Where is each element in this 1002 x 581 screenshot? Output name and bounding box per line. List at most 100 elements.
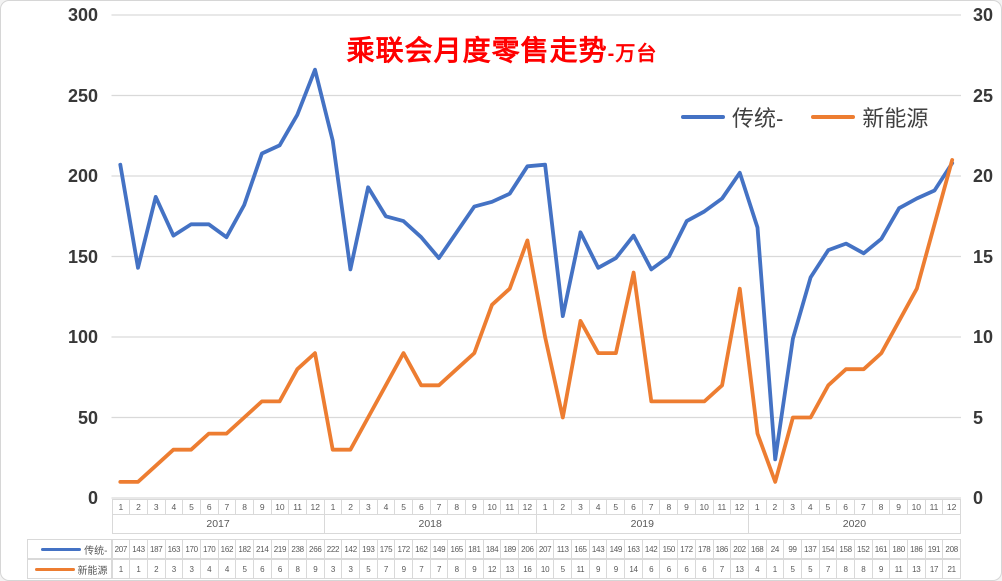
y-axis-left-tick: 0 — [87, 488, 98, 508]
y-axis-right-tick: 20 — [973, 166, 994, 186]
series-line-0[interactable] — [118, 67, 955, 462]
month-header-cell: 1 — [748, 499, 767, 515]
table-values-row-1: 1 1 2 3 3 4 4 5 6 6 8 9 3 3 5 7 9 7 7 8 9 12 13 16 10 5 11 9 9 14 6 6 6 6… — [111, 559, 961, 579]
table-series-key-line — [41, 547, 82, 551]
table-value-cell: 6 — [253, 559, 272, 579]
table-value-cell: 21 — [943, 559, 961, 579]
table-value-cell: 6 — [271, 559, 290, 579]
month-header-cell: 12 — [306, 499, 325, 515]
table-value-cell: 6 — [678, 559, 696, 579]
table-value-cell: 6 — [660, 559, 679, 579]
month-header-cell: 8 — [660, 499, 679, 515]
table-value-cell: 163 — [625, 539, 643, 559]
table-value-cell: 150 — [660, 539, 679, 559]
table-value-cell: 13 — [907, 559, 926, 579]
table-series-key-line — [34, 567, 75, 571]
table-value-cell: 9 — [306, 559, 325, 579]
table-value-cell: 180 — [890, 539, 908, 559]
table-value-cell: 8 — [448, 559, 467, 579]
month-header-cell: 5 — [395, 499, 413, 515]
month-header-cell: 2 — [766, 499, 785, 515]
table-value-cell: 186 — [907, 539, 926, 559]
table-value-cell: 5 — [554, 559, 573, 579]
table-value-cell: 163 — [165, 539, 184, 559]
month-header-cell: 9 — [678, 499, 696, 515]
table-value-cell: 193 — [359, 539, 378, 559]
month-header-cell: 4 — [801, 499, 820, 515]
legend-line-swatch — [681, 114, 725, 120]
table-value-cell: 5 — [236, 559, 254, 579]
legend-line-swatch — [811, 114, 856, 120]
table-value-cell: 162 — [218, 539, 237, 559]
legend-item-1[interactable]: 新能源 — [811, 101, 928, 133]
table-value-cell: 149 — [430, 539, 449, 559]
month-header-cell: 12 — [519, 499, 537, 515]
table-value-cell: 9 — [395, 559, 413, 579]
table-value-cell: 184 — [483, 539, 502, 559]
month-header-cell: 11 — [289, 499, 307, 515]
month-header-cell: 2 — [342, 499, 360, 515]
table-value-cell: 13 — [501, 559, 520, 579]
month-header-cell: 4 — [165, 499, 184, 515]
month-header-cell: 6 — [413, 499, 431, 515]
y-axis-right-tick: 30 — [973, 5, 994, 25]
table-value-cell: 181 — [466, 539, 484, 559]
month-header-cell: 1 — [324, 499, 343, 515]
month-header-cell: 9 — [466, 499, 484, 515]
table-value-cell: 266 — [306, 539, 325, 559]
month-header-cell: 11 — [713, 499, 732, 515]
table-value-cell: 24 — [766, 539, 785, 559]
table-value-cell: 6 — [642, 559, 661, 579]
table-value-cell: 143 — [130, 539, 148, 559]
table-value-cell: 3 — [324, 559, 343, 579]
y-axis-right-tick: 25 — [973, 85, 994, 106]
table-value-cell: 178 — [695, 539, 714, 559]
month-header-cell: 12 — [731, 499, 749, 515]
table-value-cell: 206 — [519, 539, 537, 559]
month-header-cell: 5 — [819, 499, 838, 515]
table-value-cell: 170 — [183, 539, 201, 559]
table-value-cell: 3 — [165, 559, 184, 579]
month-header-cell: 11 — [925, 499, 944, 515]
month-header-cell: 8 — [236, 499, 254, 515]
month-header-cell: 3 — [784, 499, 802, 515]
month-header-cell: 8 — [448, 499, 467, 515]
y-axis-right-tick: 15 — [973, 246, 994, 267]
table-value-cell: 152 — [854, 539, 873, 559]
year-header-cell: 2017 — [112, 515, 325, 534]
legend-item-0[interactable]: 传统- — [681, 101, 783, 133]
month-header-cell: 12 — [943, 499, 961, 515]
month-header-cell: 3 — [147, 499, 166, 515]
y-axis-left-tick: 200 — [67, 166, 98, 186]
legend-label: 新能源 — [862, 106, 929, 131]
table-value-cell: 5 — [784, 559, 802, 579]
table-value-cell: 7 — [819, 559, 838, 579]
month-header-cell: 1 — [536, 499, 555, 515]
table-value-cell: 9 — [872, 559, 891, 579]
series-line-1[interactable] — [118, 157, 955, 484]
table-value-cell: 214 — [253, 539, 272, 559]
table-value-cell: 13 — [731, 559, 749, 579]
chart-title: 乘联会月度零售走势-万台 — [1, 29, 1001, 69]
table-value-cell: 2 — [147, 559, 166, 579]
table-value-cell: 142 — [342, 539, 360, 559]
table-value-cell: 172 — [678, 539, 696, 559]
table-value-cell: 158 — [837, 539, 855, 559]
legend-label: 传统- — [732, 106, 784, 131]
table-value-cell: 12 — [483, 559, 502, 579]
month-header-cell: 3 — [359, 499, 378, 515]
table-value-cell: 3 — [342, 559, 360, 579]
month-header-cell: 8 — [872, 499, 891, 515]
table-value-cell: 7 — [713, 559, 732, 579]
table-value-cell: 7 — [430, 559, 449, 579]
y-axis-left-tick: 100 — [67, 327, 98, 347]
table-value-cell: 5 — [359, 559, 378, 579]
table-value-cell: 16 — [519, 559, 537, 579]
table-series-label-0: 传统- — [27, 539, 112, 559]
month-header-cell: 7 — [430, 499, 449, 515]
table-value-cell: 8 — [854, 559, 873, 579]
month-header-cell: 6 — [625, 499, 643, 515]
month-header-cell: 6 — [837, 499, 855, 515]
table-value-cell: 161 — [872, 539, 891, 559]
